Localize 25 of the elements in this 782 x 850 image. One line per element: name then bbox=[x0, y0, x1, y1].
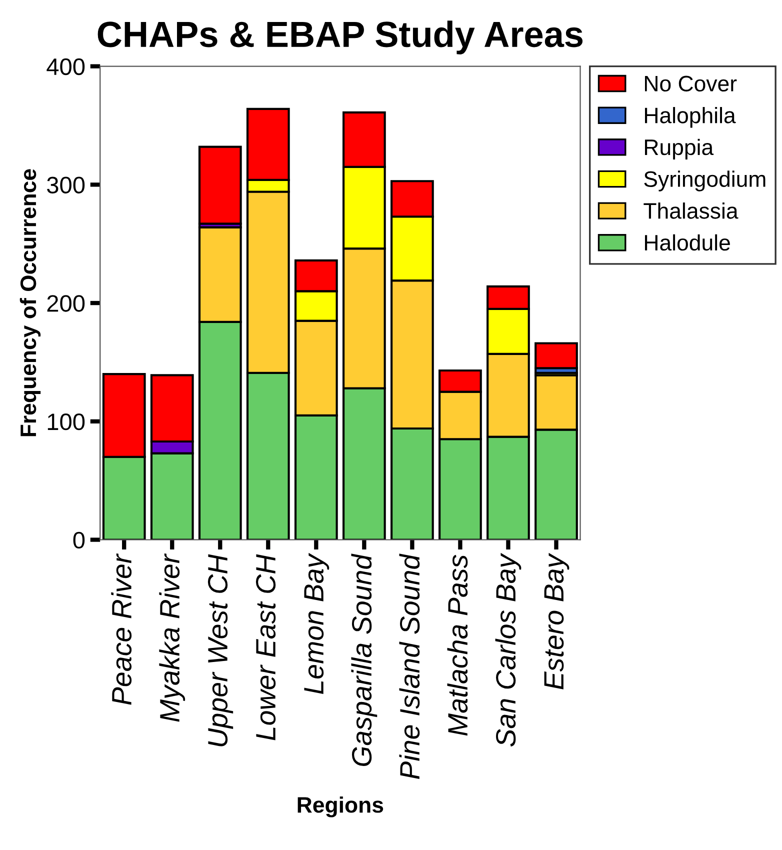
legend-label: Halodule bbox=[645, 234, 730, 251]
x-tick-label: Upper West CH bbox=[208, 554, 234, 746]
y-axis-title: Frequency of Occurrence bbox=[20, 169, 41, 436]
x-tick-label: Peace River bbox=[111, 553, 132, 705]
y-tick-label: 100 bbox=[48, 413, 85, 430]
legend-label: Syringodium bbox=[644, 170, 766, 192]
x-axis-title: Regions bbox=[298, 796, 384, 818]
y-tick-label: 0 bbox=[73, 532, 85, 549]
y-tick-label: 400 bbox=[46, 58, 85, 76]
x-tick-label: Estero Bay bbox=[544, 552, 570, 690]
legend-label: No Cover bbox=[645, 76, 737, 92]
x-tick-label: Matlacha Pass bbox=[447, 554, 468, 736]
x-tick-label: Pine Island Sound bbox=[399, 554, 420, 779]
x-tick-label: Myakka River bbox=[159, 553, 186, 722]
x-tick-label: Gasparilla Sound bbox=[351, 554, 378, 766]
legend-label: Ruppia bbox=[645, 138, 714, 160]
legend-label: Halophila bbox=[645, 107, 736, 128]
x-tick-label: Lower East CH bbox=[256, 554, 276, 740]
x-tick-label: San Carlos Bay bbox=[495, 552, 522, 747]
legend-label: Thalassia bbox=[644, 202, 738, 219]
y-tick-label: 200 bbox=[47, 295, 85, 312]
bar bbox=[198, 146, 242, 225]
y-tick-label: 300 bbox=[47, 176, 85, 194]
chart-title: CHAPs & EBAP Study Areas bbox=[98, 20, 583, 54]
x-tick-label: Lemon Bay bbox=[304, 552, 330, 694]
